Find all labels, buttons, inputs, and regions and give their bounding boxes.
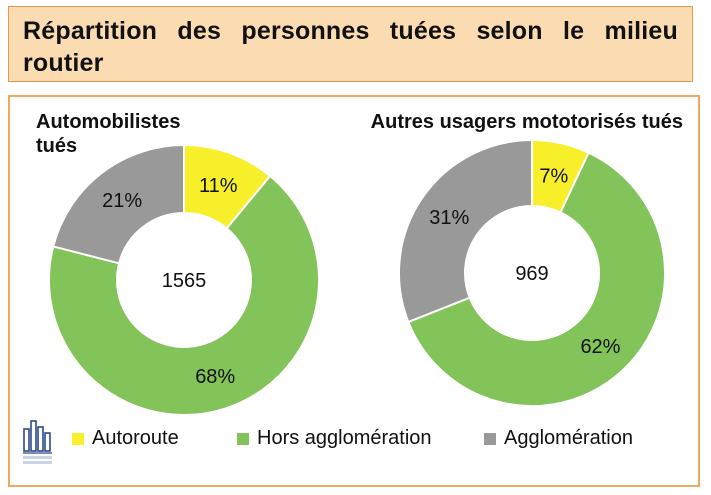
donut-1-slice-0-label: 7% — [539, 165, 568, 187]
donut-0-slice-1-label: 68% — [195, 366, 235, 388]
legend-item-hors-agglomeration: Hors agglomération — [237, 427, 432, 450]
donut-0-slice-2-label: 21% — [102, 190, 142, 212]
legend-item-agglomeration: Agglomération — [484, 427, 633, 450]
donut-0-slice-2 — [52, 143, 185, 265]
donut-0-center-total: 1565 — [162, 270, 207, 292]
legend-label-agglomeration: Agglomération — [504, 427, 633, 449]
donut-charts: 11% 68% 21% 1565 7% 62% 31% 969 — [48, 138, 666, 416]
chart-title-automobilistes: Automobilistes tués — [36, 111, 181, 157]
statistique-publique-logo-icon — [23, 420, 52, 464]
chart-panel: Automobilistes tués Autres usagers motot… — [8, 95, 700, 487]
donut-1-center-total: 969 — [515, 263, 548, 285]
chart-title-autres-usagers: Autres usagers mototorisés tués — [370, 111, 683, 133]
legend: Autoroute Hors agglomération Agglomérati… — [10, 427, 702, 467]
donut-1-slice-2-label: 31% — [429, 207, 469, 229]
legend-label-autoroute: Autoroute — [92, 427, 179, 449]
donut-0-slice-0-label: 11% — [199, 175, 238, 197]
page-title: Répartition des personnes tuées selon le… — [23, 17, 678, 77]
legend-label-hors-agglomeration: Hors agglomération — [257, 427, 432, 449]
title-box: Répartition des personnes tuées selon le… — [8, 6, 693, 82]
donut-1-slice-2 — [398, 138, 533, 324]
donut-1-slice-1 — [407, 151, 666, 407]
legend-swatch-autoroute — [72, 432, 84, 445]
legend-swatch-agglomeration — [484, 432, 496, 445]
legend-swatch-hors-agglomeration — [237, 432, 249, 445]
donut-0-slice-1 — [48, 174, 320, 416]
legend-item-autoroute: Autoroute — [72, 427, 179, 450]
donut-1-slice-1-label: 62% — [580, 336, 620, 358]
